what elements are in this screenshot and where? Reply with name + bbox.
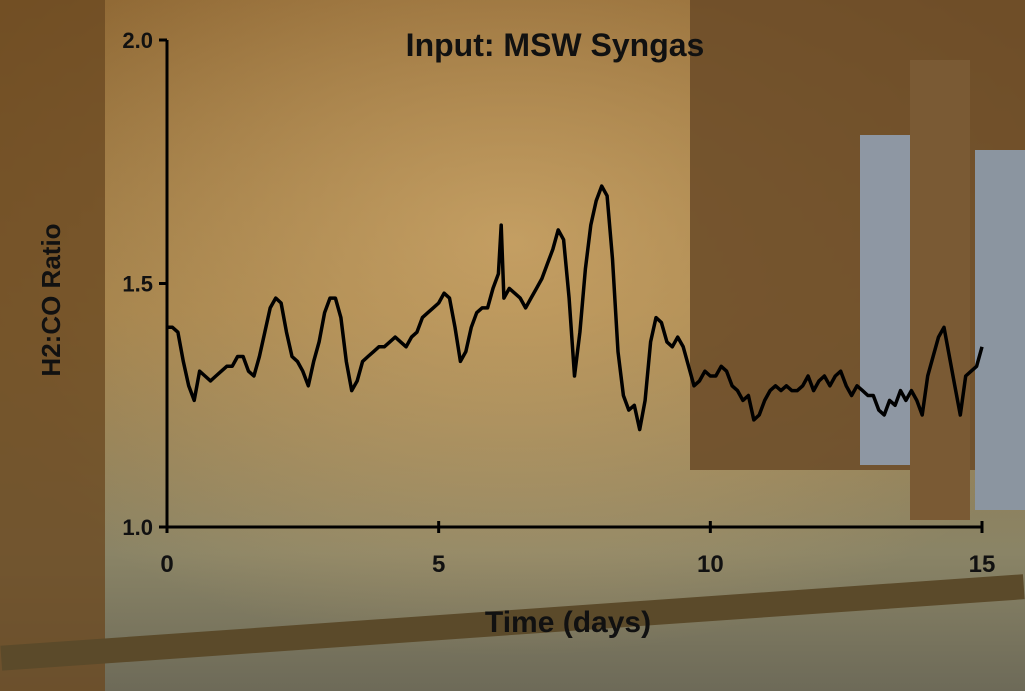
y-tick-label: 1.0	[122, 515, 153, 540]
x-tick-label: 5	[432, 551, 445, 578]
y-tick-label: 1.5	[122, 272, 153, 297]
chart: Input: MSW Syngas Time (days) H2:CO Rati…	[0, 0, 1025, 691]
y-axis-title: H2:CO Ratio	[36, 223, 66, 376]
x-axis-title: Time (days)	[485, 606, 651, 639]
x-tick-label: 15	[969, 551, 996, 578]
y-tick-label: 2.0	[122, 28, 153, 53]
x-tick-label: 10	[697, 551, 724, 578]
chart-title: Input: MSW Syngas	[406, 27, 705, 63]
background-photo	[0, 0, 1025, 691]
x-tick-label: 0	[160, 551, 173, 578]
